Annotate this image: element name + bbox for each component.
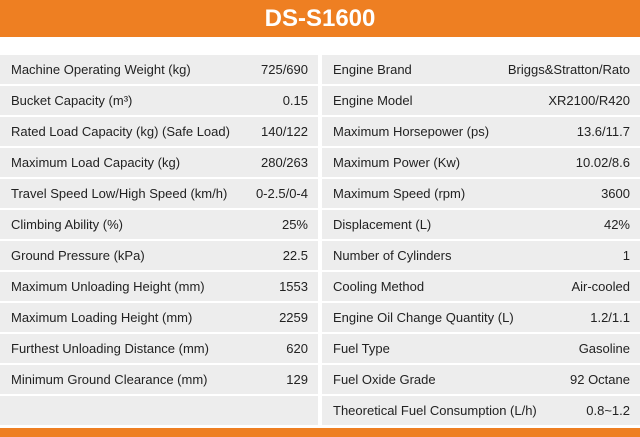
spec-value: 25% (281, 217, 308, 232)
spec-row: Number of Cylinders 1 (322, 241, 640, 270)
spec-label: Maximum Speed (rpm) (333, 186, 466, 201)
spec-label: Maximum Unloading Height (mm) (11, 279, 205, 294)
spec-value: 13.6/11.7 (576, 124, 630, 139)
spec-row: Maximum Horsepower (ps) 13.6/11.7 (322, 117, 640, 146)
spec-label: Maximum Power (Kw) (333, 155, 461, 170)
spec-row: Maximum Speed (rpm) 3600 (322, 179, 640, 208)
spec-label: Ground Pressure (kPa) (11, 248, 145, 263)
spec-row: Furthest Unloading Distance (mm) 620 (0, 334, 318, 363)
spec-value: 1.2/1.1 (590, 310, 630, 325)
spec-row: Fuel Oxide Grade 92 Octane (322, 365, 640, 394)
title: DS-S1600 (264, 5, 376, 32)
spec-value: 280/263 (261, 155, 308, 170)
spec-label: Maximum Load Capacity (kg) (11, 155, 181, 170)
spec-label: Fuel Type (333, 341, 390, 356)
spec-value: 140/122 (261, 124, 308, 139)
spec-label: Fuel Oxide Grade (333, 372, 436, 387)
spec-row: Engine Brand Briggs&Stratton/Rato (322, 55, 640, 84)
spec-value: 22.5 (282, 248, 308, 263)
spec-label: Engine Brand (333, 62, 412, 77)
spec-value: Air-cooled (571, 279, 630, 294)
spec-label: Displacement (L) (333, 217, 432, 232)
spec-value: 0.8~1.2 (586, 403, 630, 418)
spec-value: 3600 (601, 186, 630, 201)
spec-value: 1553 (279, 279, 308, 294)
spec-label: Maximum Loading Height (mm) (11, 310, 193, 325)
spec-value: Briggs&Stratton/Rato (507, 62, 630, 77)
spec-value: 620 (286, 341, 308, 356)
spec-row: Machine Operating Weight (kg) 725/690 (0, 55, 318, 84)
spec-value: 92 Octane (570, 372, 630, 387)
spec-value: 725/690 (261, 62, 308, 77)
spec-value: 129 (286, 372, 308, 387)
spec-label: Engine Oil Change Quantity (L) (333, 310, 514, 325)
spec-label: Rated Load Capacity (kg) (Safe Load) (11, 124, 230, 139)
spec-row: Rated Load Capacity (kg) (Safe Load) 140/… (0, 117, 318, 146)
spec-row: Travel Speed Low/High Speed (km/h) 0-2.5/… (0, 179, 318, 208)
spec-value: 42% (603, 217, 630, 232)
header-bar (0, 0, 640, 37)
spec-value: Gasoline (578, 341, 630, 356)
spec-row: Maximum Load Capacity (kg) 280/263 (0, 148, 318, 177)
spec-row: Maximum Loading Height (mm) 2259 (0, 303, 318, 332)
spec-row: Cooling Method Air-cooled (322, 272, 640, 301)
empty-row (0, 396, 318, 425)
spec-value: XR2100/R420 (548, 93, 630, 108)
spec-row: Engine Model XR2100/R420 (322, 86, 640, 115)
spec-value: 0.15 (282, 93, 308, 108)
spec-label: Theoretical Fuel Consumption (L/h) (333, 403, 537, 418)
spec-row: Bucket Capacity (m³) 0.15 (0, 86, 318, 115)
spec-label: Furthest Unloading Distance (mm) (11, 341, 209, 356)
spec-value: 1 (622, 248, 630, 263)
spec-label: Engine Model (333, 93, 413, 108)
spec-row: Engine Oil Change Quantity (L) 1.2/1.1 (322, 303, 640, 332)
spec-label: Machine Operating Weight (kg) (11, 62, 191, 77)
footer-bar (0, 428, 640, 437)
spec-row: Displacement (L) 42% (322, 210, 640, 239)
spec-row: Maximum Power (Kw) 10.02/8.6 (322, 148, 640, 177)
spec-label: Travel Speed Low/High Speed (km/h) (11, 186, 228, 201)
spec-row: Theoretical Fuel Consumption (L/h) 0.8~1.… (322, 396, 640, 425)
spec-row: Maximum Unloading Height (mm) 1553 (0, 272, 318, 301)
spec-label: Cooling Method (333, 279, 425, 294)
spec-value: 0-2.5/0-4 (255, 186, 308, 201)
spec-label: Maximum Horsepower (ps) (333, 124, 490, 139)
spec-value: 10.02/8.6 (575, 155, 630, 170)
spec-value: 2259 (279, 310, 308, 325)
spec-label: Bucket Capacity (m³) (11, 93, 133, 108)
spec-label: Minimum Ground Clearance (mm) (11, 372, 208, 387)
spec-label: Number of Cylinders (333, 248, 452, 263)
spec-row: Fuel Type Gasoline (322, 334, 640, 363)
spec-row: Climbing Ability (%) 25% (0, 210, 318, 239)
spec-row: Ground Pressure (kPa) 22.5 (0, 241, 318, 270)
spec-label: Climbing Ability (%) (11, 217, 123, 232)
spec-row: Minimum Ground Clearance (mm) 129 (0, 365, 318, 394)
